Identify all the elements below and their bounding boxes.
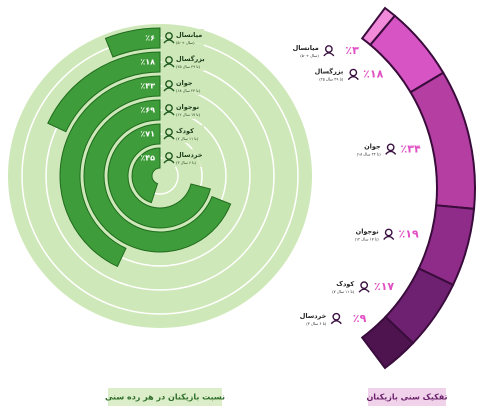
person-icon (347, 75, 359, 81)
radial-bar (83, 99, 232, 253)
person-icon (163, 39, 175, 44)
value-label: ٪۴۳ (140, 82, 155, 91)
value-label: ٪۳ (345, 44, 359, 57)
person-icon (165, 128, 173, 136)
value-label: ٪۱۸ (363, 68, 383, 81)
category-label: کودک (176, 127, 194, 135)
category-label: نوجوان (176, 103, 199, 111)
value-label: ٪۹ (353, 312, 367, 325)
label-bg (162, 149, 204, 167)
person-icon (324, 45, 333, 53)
age-range: (۲۵ تا ۴۹ سال) (176, 64, 201, 69)
person-icon (385, 150, 397, 155)
person-icon (386, 143, 395, 152)
person-icon (165, 104, 173, 112)
radial-bar (107, 123, 211, 229)
arc-segment (409, 71, 476, 210)
value-label: ٪۱۷ (374, 280, 394, 293)
person-icon (163, 135, 175, 140)
value-label: ٪۶ (145, 34, 155, 43)
value-label: ٪۷۱ (140, 130, 155, 139)
label-bg (162, 29, 204, 47)
person-icon (330, 320, 342, 325)
right-title: تفکیک سنی بازیکنان (366, 393, 447, 402)
age-range: (۳ تا ۶ سال) (176, 160, 197, 165)
category-label: کودک (336, 280, 354, 288)
value-label: ٪۱۸ (140, 58, 155, 67)
person-icon (163, 159, 175, 164)
age-range: (۷ تا ۱۱ سال) (332, 289, 355, 294)
age-range: (۱۲ تا ۱۷ سال) (355, 236, 380, 241)
person-icon (384, 228, 393, 237)
value-label: ٪۳۴ (401, 142, 421, 155)
category-label: بزرگسال (176, 55, 205, 63)
person-icon (163, 63, 175, 68)
person-icon (165, 56, 173, 64)
category-label: خردسال (176, 151, 203, 159)
value-label: ٪۶۹ (140, 106, 155, 115)
age-range: (۵۰+ سال) (300, 53, 319, 58)
person-icon (165, 80, 173, 88)
person-icon (360, 281, 369, 290)
category-label: میانسال (176, 31, 202, 39)
age-range: (۱۸ تا ۲۴ سال) (176, 88, 201, 93)
category-label: جوان (176, 79, 193, 87)
person-icon (163, 87, 175, 92)
age-range: (۱۸ تا ۲۴ سال) (357, 151, 382, 156)
age-range: (۲۵ تا ۴۹ سال) (319, 77, 344, 82)
label-bg (162, 125, 204, 143)
category-label: خردسال (300, 312, 327, 320)
person-icon (383, 235, 395, 240)
age-range: (۳ تا ۶ سال) (306, 321, 327, 326)
radial-bar (131, 147, 161, 204)
person-icon (323, 52, 335, 57)
radial-bar (104, 27, 161, 58)
person-icon (165, 32, 173, 40)
age-range: (۱۲ تا ۱۷ سال) (176, 112, 201, 117)
person-icon (358, 288, 370, 293)
age-range: (۵۰+ سال) (176, 40, 195, 45)
value-label: ٪۴۵ (140, 154, 155, 163)
age-range: (۷ تا ۱۱ سال) (176, 136, 199, 141)
radial-bar (59, 75, 161, 268)
right-title-box (368, 388, 446, 406)
value-label: ٪۱۹ (399, 227, 419, 240)
person-icon (165, 152, 173, 160)
left-title: نسبت بازیکنان در هر رده سنی (105, 393, 225, 402)
category-label: میانسال (293, 44, 319, 52)
label-bg (162, 101, 204, 119)
person-icon (332, 312, 341, 321)
person-icon (163, 111, 175, 116)
label-bg (162, 77, 204, 95)
category-label: جوان (364, 142, 381, 150)
radial-bar (47, 51, 161, 133)
left-title-box (108, 388, 222, 406)
category-label: نوجوان (356, 227, 379, 235)
label-bg (162, 53, 204, 71)
category-label: بزرگسال (315, 68, 344, 76)
arc-segment (360, 315, 415, 370)
person-icon (349, 68, 358, 77)
